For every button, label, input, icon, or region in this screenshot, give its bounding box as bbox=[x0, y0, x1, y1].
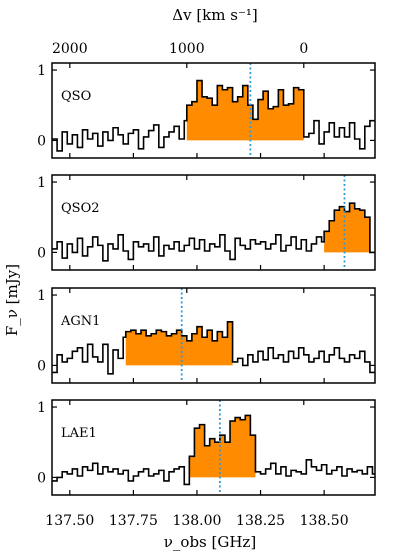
bottom-frequency-axis: 137.50 137.75 138.00 138.25 138.50 ν_obs [GH… bbox=[45, 513, 348, 551]
y-tick-label: 0 bbox=[37, 358, 46, 374]
top-velocity-axis: 2000 1000 0 Δv [km s⁻¹] bbox=[52, 6, 308, 57]
panel-agn1: 0 1 AGN1 bbox=[37, 287, 376, 384]
top-axis-label: Δv [km s⁻¹] bbox=[172, 6, 258, 24]
y-tick-label: 0 bbox=[37, 470, 46, 486]
x-tick-label: 137.50 bbox=[45, 513, 94, 529]
bottom-axis-label: ν_obs [GHz] bbox=[164, 533, 256, 551]
panel-frame bbox=[51, 174, 376, 271]
panel-label: QSO bbox=[61, 89, 91, 104]
panel-label: LAE1 bbox=[61, 426, 97, 441]
x-tick-label: 137.75 bbox=[109, 513, 158, 529]
y-tick-label: 0 bbox=[37, 133, 46, 149]
panel-frame bbox=[51, 399, 376, 496]
panel-frame bbox=[51, 287, 376, 384]
x-tick-label: 138.00 bbox=[172, 513, 221, 529]
panel-lae1: 0 1 LAE1 bbox=[37, 399, 376, 496]
y-tick-label: 1 bbox=[37, 175, 46, 191]
top-tick-label: 1000 bbox=[169, 41, 205, 57]
line-fill-qso bbox=[186, 80, 304, 141]
line-fill-qso2 bbox=[324, 203, 370, 253]
spectrum-qso bbox=[52, 79, 375, 152]
spectrum-qso2 bbox=[52, 202, 375, 262]
x-tick-label: 138.50 bbox=[300, 513, 349, 529]
line-fill-agn1 bbox=[125, 321, 233, 366]
panel-label: AGN1 bbox=[60, 314, 100, 329]
line-fill-lae1 bbox=[189, 415, 256, 478]
top-tick-label: 0 bbox=[299, 41, 308, 57]
spectrum-agn1 bbox=[52, 320, 375, 375]
panel-qso: 0 1 QSO bbox=[37, 62, 376, 159]
y-tick-label: 1 bbox=[37, 288, 46, 304]
spectrum-lae1 bbox=[52, 414, 375, 486]
panel-label: QSO2 bbox=[61, 201, 100, 216]
panels: 0 1 QSO 0 1 QSO2 0 1 AGN1 0 1 LAE1 bbox=[37, 62, 376, 496]
panel-frame bbox=[51, 62, 376, 159]
y-axis-label: F_ν [mJy] bbox=[3, 264, 21, 336]
y-tick-label: 0 bbox=[37, 245, 46, 261]
top-tick-label: 2000 bbox=[52, 41, 88, 57]
y-tick-label: 1 bbox=[37, 400, 46, 416]
panel-qso2: 0 1 QSO2 bbox=[37, 174, 376, 271]
y-tick-label: 1 bbox=[37, 63, 46, 79]
x-tick-label: 138.25 bbox=[236, 513, 285, 529]
